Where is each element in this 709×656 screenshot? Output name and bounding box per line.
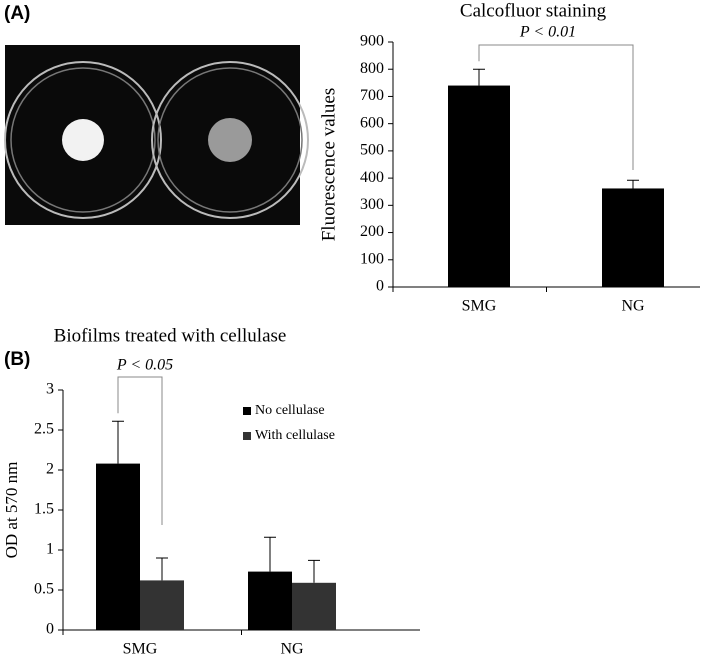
y-tick-label: 0 [376,278,384,295]
error-bar [308,559,320,583]
chart-title: Calcofluor staining [460,0,607,21]
x-tick-label: SMG [462,298,497,315]
significance-label: P < 0.05 [116,357,173,374]
y-axis-label: OD at 570 nm [2,462,21,559]
y-tick-label: 900 [360,33,384,50]
y-tick-label: 0.5 [34,581,54,598]
legend-swatch [243,432,251,440]
chart-title: Biofilms treated with cellulase [54,325,287,346]
bar [96,463,140,630]
legend-swatch [243,407,251,415]
y-tick-label: 500 [360,142,384,159]
error-bar [156,557,168,581]
error-bar [112,420,124,464]
y-tick-label: 2 [46,461,54,478]
legend-label: With cellulase [255,428,335,443]
x-tick-label: NG [621,298,645,315]
well-photo [4,45,309,225]
panel-label: (A) [4,3,30,24]
panel-label: (B) [4,349,30,370]
y-tick-label: 2.5 [34,421,54,438]
bar [248,571,292,630]
y-tick-label: 300 [360,196,384,213]
y-axis-label: Fluorescence values [318,88,339,242]
x-tick-label: NG [280,641,304,656]
y-tick-label: 800 [360,60,384,77]
legend-label: No cellulase [255,403,325,418]
bar [448,85,510,287]
y-tick-label: 3 [46,381,54,398]
error-bar [264,536,276,572]
significance-bracket [117,376,163,525]
bar [140,580,184,630]
error-bar [627,179,639,189]
y-tick-label: 400 [360,169,384,186]
y-tick-label: 600 [360,114,384,131]
y-tick-label: 700 [360,87,384,104]
significance-bracket [478,44,634,170]
x-tick-label: SMG [123,641,158,656]
error-bar [473,68,485,86]
y-tick-label: 0 [46,621,54,638]
y-tick-label: 200 [360,223,384,240]
y-tick-label: 1 [46,541,54,558]
bar [292,582,336,630]
y-tick-label: 100 [360,250,384,267]
significance-label: P < 0.01 [519,24,576,41]
y-tick-label: 1.5 [34,501,54,518]
bar [602,188,664,287]
